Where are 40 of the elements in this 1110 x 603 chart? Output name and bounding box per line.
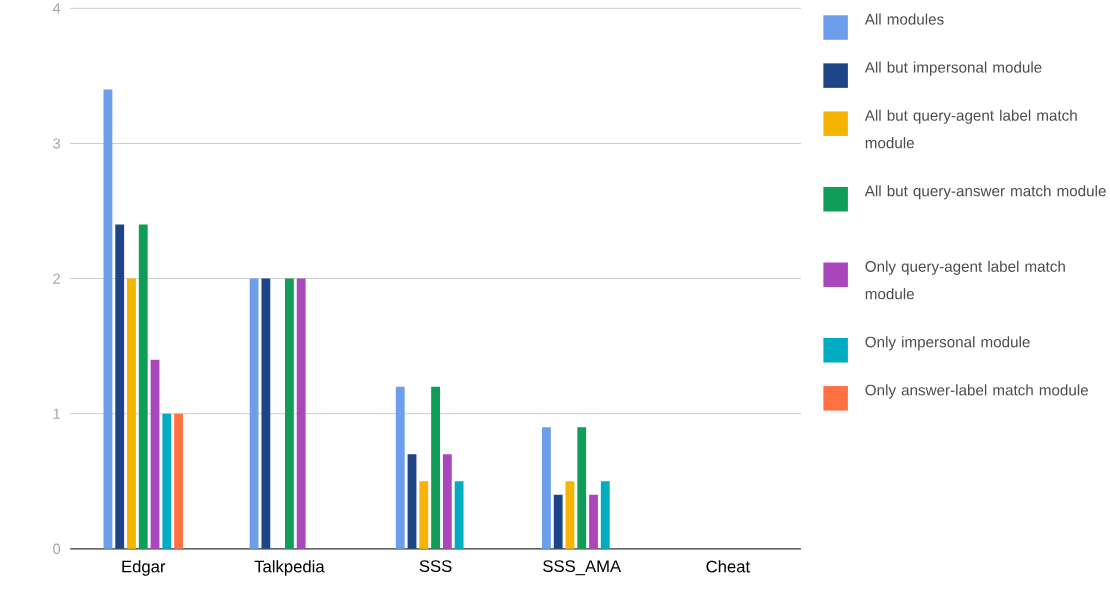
bar <box>442 454 452 549</box>
x-tick-label: Talkpedia <box>254 560 325 576</box>
bar <box>431 386 440 549</box>
legend-label: Only impersonal module <box>865 336 1030 351</box>
bar <box>115 224 125 549</box>
bar <box>589 494 598 549</box>
bar <box>261 278 271 549</box>
bar <box>454 481 464 549</box>
legend-label: Only query-agent label match module <box>865 260 1065 300</box>
legend-label: Only answer-label match module <box>865 384 1088 399</box>
y-tick-label: 2 <box>53 273 60 284</box>
bar <box>419 481 429 549</box>
bar <box>138 224 148 549</box>
y-tick-label: 1 <box>53 408 60 419</box>
bar <box>577 427 587 549</box>
x-tick-label: Edgar <box>122 560 166 576</box>
bar <box>103 89 113 549</box>
y-tick-label: 4 <box>52 3 61 14</box>
y-tick-label: 3 <box>53 138 61 149</box>
bar <box>162 413 172 549</box>
bar <box>407 454 417 549</box>
x-tick-label: SSS_AMA <box>543 560 622 576</box>
bar <box>296 278 306 549</box>
bar <box>600 481 610 549</box>
legend-label: All but query-answer match module <box>864 185 1106 200</box>
y-tick-label: 0 <box>53 543 61 555</box>
bar <box>249 278 259 549</box>
legend-label: All but query-agent label match module <box>864 109 1077 149</box>
bar <box>150 359 160 549</box>
bar <box>542 427 551 549</box>
bar <box>553 494 563 549</box>
legend-label: All modules <box>864 13 944 25</box>
bar <box>127 278 136 549</box>
x-tick-label: SSS <box>419 560 452 573</box>
legend-label: All but impersonal module <box>864 61 1042 76</box>
bar <box>395 386 405 549</box>
x-tick-label: Cheat <box>706 560 750 573</box>
bar <box>174 413 183 549</box>
bar <box>285 278 294 549</box>
bar <box>565 481 575 549</box>
